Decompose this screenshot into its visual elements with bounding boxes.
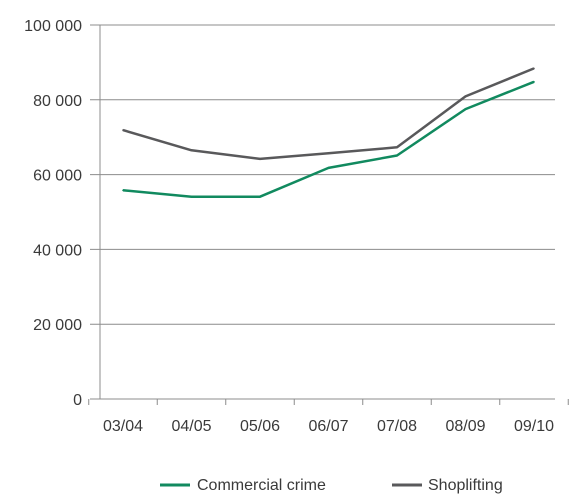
data-point (533, 81, 535, 83)
legend: Commercial crime Shoplifting (160, 477, 503, 494)
series-lines (122, 67, 535, 198)
x-tick-label: 06/07 (308, 418, 348, 435)
y-tick-label: 100 000 (24, 18, 82, 35)
data-point (533, 67, 535, 70)
x-tick-label: 07/08 (377, 418, 417, 435)
data-point (122, 189, 124, 192)
data-point (396, 154, 398, 157)
data-point (464, 108, 467, 110)
data-point (190, 195, 193, 198)
data-point (190, 149, 193, 152)
y-tick-label: 60 000 (33, 168, 82, 185)
y-tick-label: 20 000 (33, 317, 82, 334)
y-tick-label: 80 000 (33, 93, 82, 110)
y-axis-tick-labels: 0 20 000 40 000 60 000 80 000 100 000 (24, 18, 82, 409)
x-tick-label: 04/05 (171, 418, 211, 435)
series-line-commercial-crime (122, 80, 535, 198)
y-tick-label: 0 (73, 392, 82, 409)
data-point (259, 158, 261, 160)
legend-label: Commercial crime (197, 477, 326, 494)
x-axis-tick-labels: 03/04 04/05 05/06 06/07 07/08 08/09 09/10 (103, 418, 554, 435)
x-tick-label: 08/09 (445, 418, 485, 435)
x-tick-label: 09/10 (514, 418, 554, 435)
data-point (122, 129, 124, 131)
data-point (327, 152, 330, 155)
gridlines (90, 24, 555, 325)
data-point (464, 95, 467, 98)
data-point (396, 146, 398, 149)
axes (88, 25, 569, 405)
data-point (327, 167, 330, 169)
y-tick-label: 40 000 (33, 242, 82, 259)
x-tick-label: 05/06 (240, 418, 280, 435)
legend-label: Shoplifting (428, 477, 503, 494)
series-line-shoplifting (122, 67, 535, 161)
data-point (259, 195, 261, 198)
x-tick-label: 03/04 (103, 418, 143, 435)
